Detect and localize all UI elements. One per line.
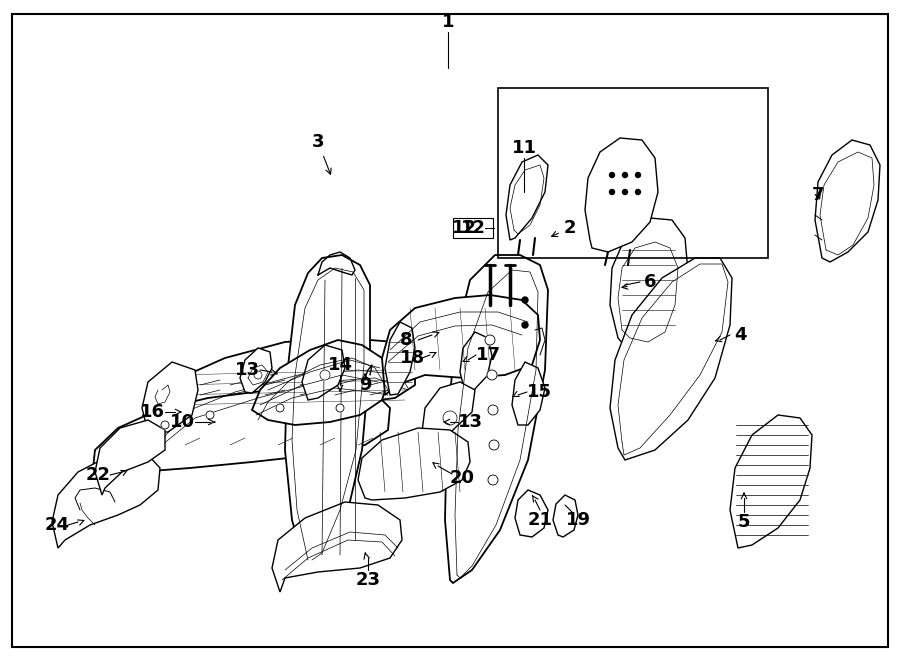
Polygon shape <box>445 255 548 583</box>
Circle shape <box>488 405 498 415</box>
Text: 22: 22 <box>86 466 111 484</box>
Text: 6: 6 <box>644 273 656 291</box>
Circle shape <box>161 421 169 429</box>
Polygon shape <box>815 140 880 262</box>
Polygon shape <box>382 295 540 395</box>
Polygon shape <box>506 155 548 240</box>
Text: 17: 17 <box>475 346 500 364</box>
Circle shape <box>623 173 627 178</box>
Circle shape <box>336 404 344 412</box>
Polygon shape <box>730 415 812 548</box>
Circle shape <box>254 371 262 379</box>
Text: 13: 13 <box>457 413 482 431</box>
Circle shape <box>522 297 528 303</box>
Polygon shape <box>460 332 492 392</box>
Polygon shape <box>95 420 165 495</box>
Text: 8: 8 <box>400 331 412 349</box>
Polygon shape <box>585 138 658 252</box>
Polygon shape <box>142 362 198 432</box>
Text: 21: 21 <box>527 511 553 529</box>
Text: 24: 24 <box>44 516 69 534</box>
Circle shape <box>276 404 284 412</box>
Polygon shape <box>610 218 688 358</box>
Circle shape <box>206 411 214 419</box>
Polygon shape <box>553 495 578 537</box>
Text: 18: 18 <box>400 349 425 367</box>
Circle shape <box>443 411 457 425</box>
Circle shape <box>485 335 495 345</box>
Polygon shape <box>385 322 415 395</box>
Text: 16: 16 <box>140 403 165 421</box>
Polygon shape <box>52 452 160 548</box>
Polygon shape <box>92 388 390 505</box>
Text: 23: 23 <box>356 571 381 589</box>
Text: 12: 12 <box>461 219 485 237</box>
Text: 4: 4 <box>734 326 746 344</box>
Polygon shape <box>358 428 470 500</box>
Polygon shape <box>240 348 272 393</box>
Text: 7: 7 <box>812 186 824 204</box>
Text: 5: 5 <box>738 513 751 531</box>
Bar <box>453 218 493 238</box>
Polygon shape <box>422 382 475 450</box>
Text: 13: 13 <box>235 361 259 379</box>
Circle shape <box>635 190 641 194</box>
Circle shape <box>609 173 615 178</box>
Text: 1: 1 <box>442 13 454 31</box>
Text: 3: 3 <box>311 133 331 175</box>
Circle shape <box>623 190 627 194</box>
Circle shape <box>522 322 528 328</box>
Text: 15: 15 <box>526 383 552 401</box>
Text: 2: 2 <box>552 219 576 237</box>
Text: 12: 12 <box>452 219 477 237</box>
Polygon shape <box>515 490 548 537</box>
Circle shape <box>320 370 330 380</box>
Text: 10: 10 <box>169 413 194 431</box>
Polygon shape <box>512 362 545 425</box>
Circle shape <box>609 190 615 194</box>
Bar <box>498 88 768 258</box>
Polygon shape <box>285 255 370 568</box>
Circle shape <box>489 440 499 450</box>
Polygon shape <box>150 338 415 450</box>
Text: 11: 11 <box>511 139 536 157</box>
Text: 9: 9 <box>359 376 371 394</box>
Text: 20: 20 <box>449 469 474 487</box>
Polygon shape <box>610 258 732 460</box>
Circle shape <box>635 173 641 178</box>
Text: 19: 19 <box>565 511 590 529</box>
Text: 14: 14 <box>328 356 353 374</box>
Circle shape <box>488 475 498 485</box>
Polygon shape <box>252 340 390 425</box>
Polygon shape <box>302 345 345 400</box>
Circle shape <box>487 370 497 380</box>
Polygon shape <box>272 502 402 592</box>
